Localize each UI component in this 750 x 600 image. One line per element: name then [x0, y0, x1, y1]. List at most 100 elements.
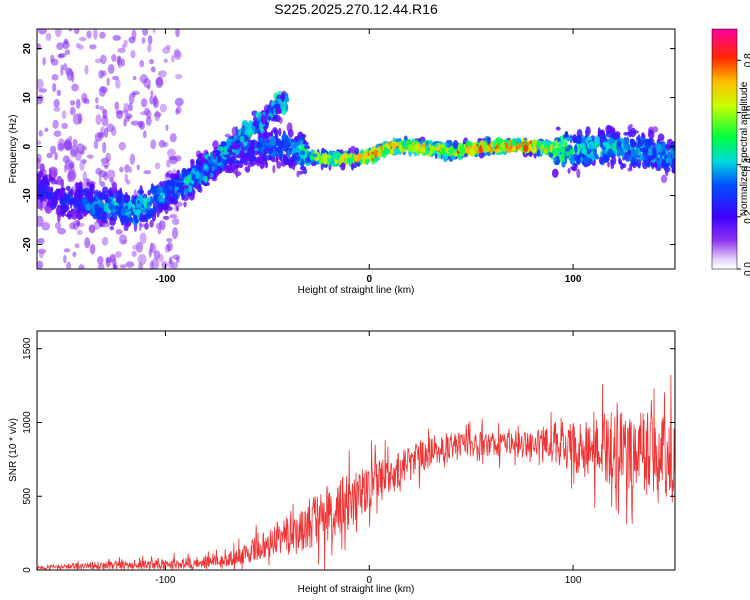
spectrogram-blob	[187, 175, 191, 184]
spectrogram-blob	[61, 189, 65, 198]
spectrogram-blob	[69, 189, 74, 197]
spectrogram-blob	[597, 130, 605, 135]
y-tick-label: -20	[22, 237, 33, 252]
spectrogram-blob	[45, 190, 49, 197]
spectrogram-blob	[149, 195, 154, 204]
spectrogram-blob	[292, 161, 296, 171]
x-tick-label: 0	[366, 575, 372, 586]
spectrogram-blob	[115, 78, 121, 89]
colorbar-tick-label: 0.6	[743, 105, 750, 119]
spectrogram-blob	[242, 154, 249, 161]
spectrogram-blob	[281, 138, 285, 148]
spectrogram-blob	[554, 155, 561, 166]
spectrogram-blob	[157, 194, 164, 204]
spectrogram-blob	[148, 248, 152, 258]
spectrogram-blob	[498, 146, 502, 150]
spectrogram-blob	[276, 160, 282, 169]
colorbar-tick-label: 0.8	[743, 53, 750, 67]
spectrogram-blob	[654, 143, 662, 153]
spectrogram-blob	[274, 103, 279, 109]
spectrogram-blob	[131, 250, 137, 258]
spectrogram-blob	[555, 126, 561, 131]
spectrogram-blob	[296, 170, 300, 178]
spectrogram-blob	[56, 89, 62, 96]
spectrogram-blob	[532, 143, 537, 154]
spectrogram-y-label: Frequency (Hz)	[8, 115, 19, 184]
spectrogram-blob	[69, 222, 76, 230]
spectrogram-blob	[536, 142, 541, 147]
spectrogram-blob	[98, 86, 106, 97]
spectrogram-blob	[606, 125, 614, 132]
spectrogram-blob	[271, 157, 276, 163]
spectrogram-blob	[120, 58, 126, 67]
spectrogram-blob	[671, 152, 675, 159]
spectrogram-blob	[155, 76, 164, 89]
spectrogram-blob	[100, 157, 110, 164]
colorbar-tick-label: 0.0	[743, 262, 750, 276]
spectrogram-blob	[195, 170, 200, 180]
spectrogram-blob	[163, 186, 169, 194]
spectrogram-blob	[184, 187, 189, 197]
spectrogram-blob	[552, 140, 556, 146]
spectrogram-blob	[267, 132, 273, 137]
spectrogram-blob	[60, 203, 66, 213]
spectrogram-blob	[97, 209, 102, 216]
spectrogram-blob	[262, 152, 267, 162]
spectrogram-blob	[250, 141, 255, 146]
spectrogram-blob	[53, 201, 58, 208]
spectrogram-blob	[511, 139, 518, 147]
spectrogram-blob	[66, 69, 74, 81]
spectrogram-blob	[290, 141, 296, 149]
spectrogram-blob	[238, 163, 244, 168]
spectrogram-blob	[106, 169, 116, 180]
y-tick-label: 1000	[22, 411, 33, 434]
spectrogram-blob	[242, 119, 249, 126]
spectrogram-blob	[640, 135, 643, 144]
spectrogram-blob	[98, 219, 104, 228]
spectrogram-blob	[554, 139, 558, 147]
spectrogram-blob	[112, 262, 117, 269]
spectrogram-blob	[516, 143, 523, 148]
spectrogram-blob	[588, 141, 595, 146]
spectrogram-blob	[162, 215, 170, 221]
spectrogram-blob	[209, 158, 213, 165]
spectrogram-blob	[576, 128, 583, 139]
spectrogram-blob	[69, 148, 77, 158]
spectrogram-blob	[420, 146, 426, 153]
spectrogram-blob	[245, 166, 251, 173]
spectrogram-blob	[74, 243, 80, 249]
spectrogram-blob	[39, 163, 45, 173]
spectrogram-blob	[235, 126, 239, 132]
spectrogram-blob	[123, 217, 130, 223]
spectrogram-blob	[629, 123, 633, 129]
spectrogram-blob	[147, 204, 151, 211]
spectrogram-blob	[139, 120, 145, 131]
spectrogram-blob	[227, 158, 233, 164]
spectrogram-blob	[204, 175, 208, 184]
spectrogram-blob	[272, 127, 278, 134]
spectrogram-blob	[198, 154, 202, 160]
spectrogram-blob	[115, 228, 123, 235]
spectrogram-blob	[111, 214, 118, 222]
spectrogram-blob	[84, 203, 92, 211]
spectrogram-blob	[280, 101, 286, 111]
spectrogram-blob	[434, 153, 438, 160]
spectrogram-blob	[104, 164, 109, 169]
spectrogram-blob	[75, 182, 81, 191]
spectrogram-blob	[569, 155, 576, 166]
spectrogram-blob	[594, 135, 601, 145]
spectrogram-blob	[282, 156, 289, 165]
spectrogram-blob	[149, 59, 154, 65]
spectrogram-blob	[647, 156, 650, 166]
spectrogram-blob	[38, 186, 45, 193]
spectrogram-blob	[90, 206, 96, 216]
spectrogram-blob	[529, 143, 532, 152]
spectrogram-blob	[48, 174, 53, 183]
spectrogram-blob	[622, 163, 627, 169]
spectrogram-blob	[107, 203, 115, 210]
spectrogram-blob	[415, 145, 420, 152]
spectrogram-blob	[224, 167, 231, 173]
spectrogram-blob	[286, 149, 290, 159]
